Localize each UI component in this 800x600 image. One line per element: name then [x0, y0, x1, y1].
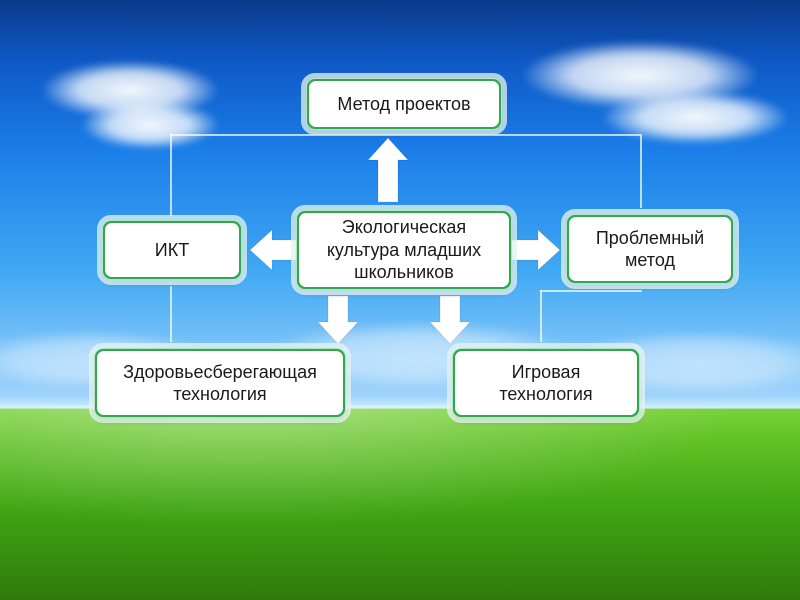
- cloud: [80, 100, 220, 150]
- cloud: [600, 90, 790, 145]
- node-label: Здоровьесберегающая технология: [111, 361, 329, 406]
- arrow-left: [250, 230, 300, 270]
- node-bottom-right: Игровая технология: [452, 348, 640, 418]
- node-bottom-left: Здоровьесберегающая технология: [94, 348, 346, 418]
- arrow-right: [510, 230, 560, 270]
- node-label: Проблемный метод: [583, 227, 717, 272]
- hill-highlight: [0, 405, 800, 600]
- node-right: Проблемный метод: [566, 214, 734, 284]
- node-label: Игровая технология: [469, 361, 623, 406]
- node-left: ИКТ: [102, 220, 242, 280]
- arrow-up: [368, 138, 408, 202]
- node-label: Экологическая культура младших школьнико…: [313, 216, 495, 284]
- diagram-stage: Метод проектов ИКТ Экологическая культур…: [0, 0, 800, 600]
- node-top: Метод проектов: [306, 78, 502, 130]
- node-center: Экологическая культура младших школьнико…: [296, 210, 512, 290]
- node-label: ИКТ: [155, 239, 189, 262]
- node-label: Метод проектов: [337, 93, 470, 116]
